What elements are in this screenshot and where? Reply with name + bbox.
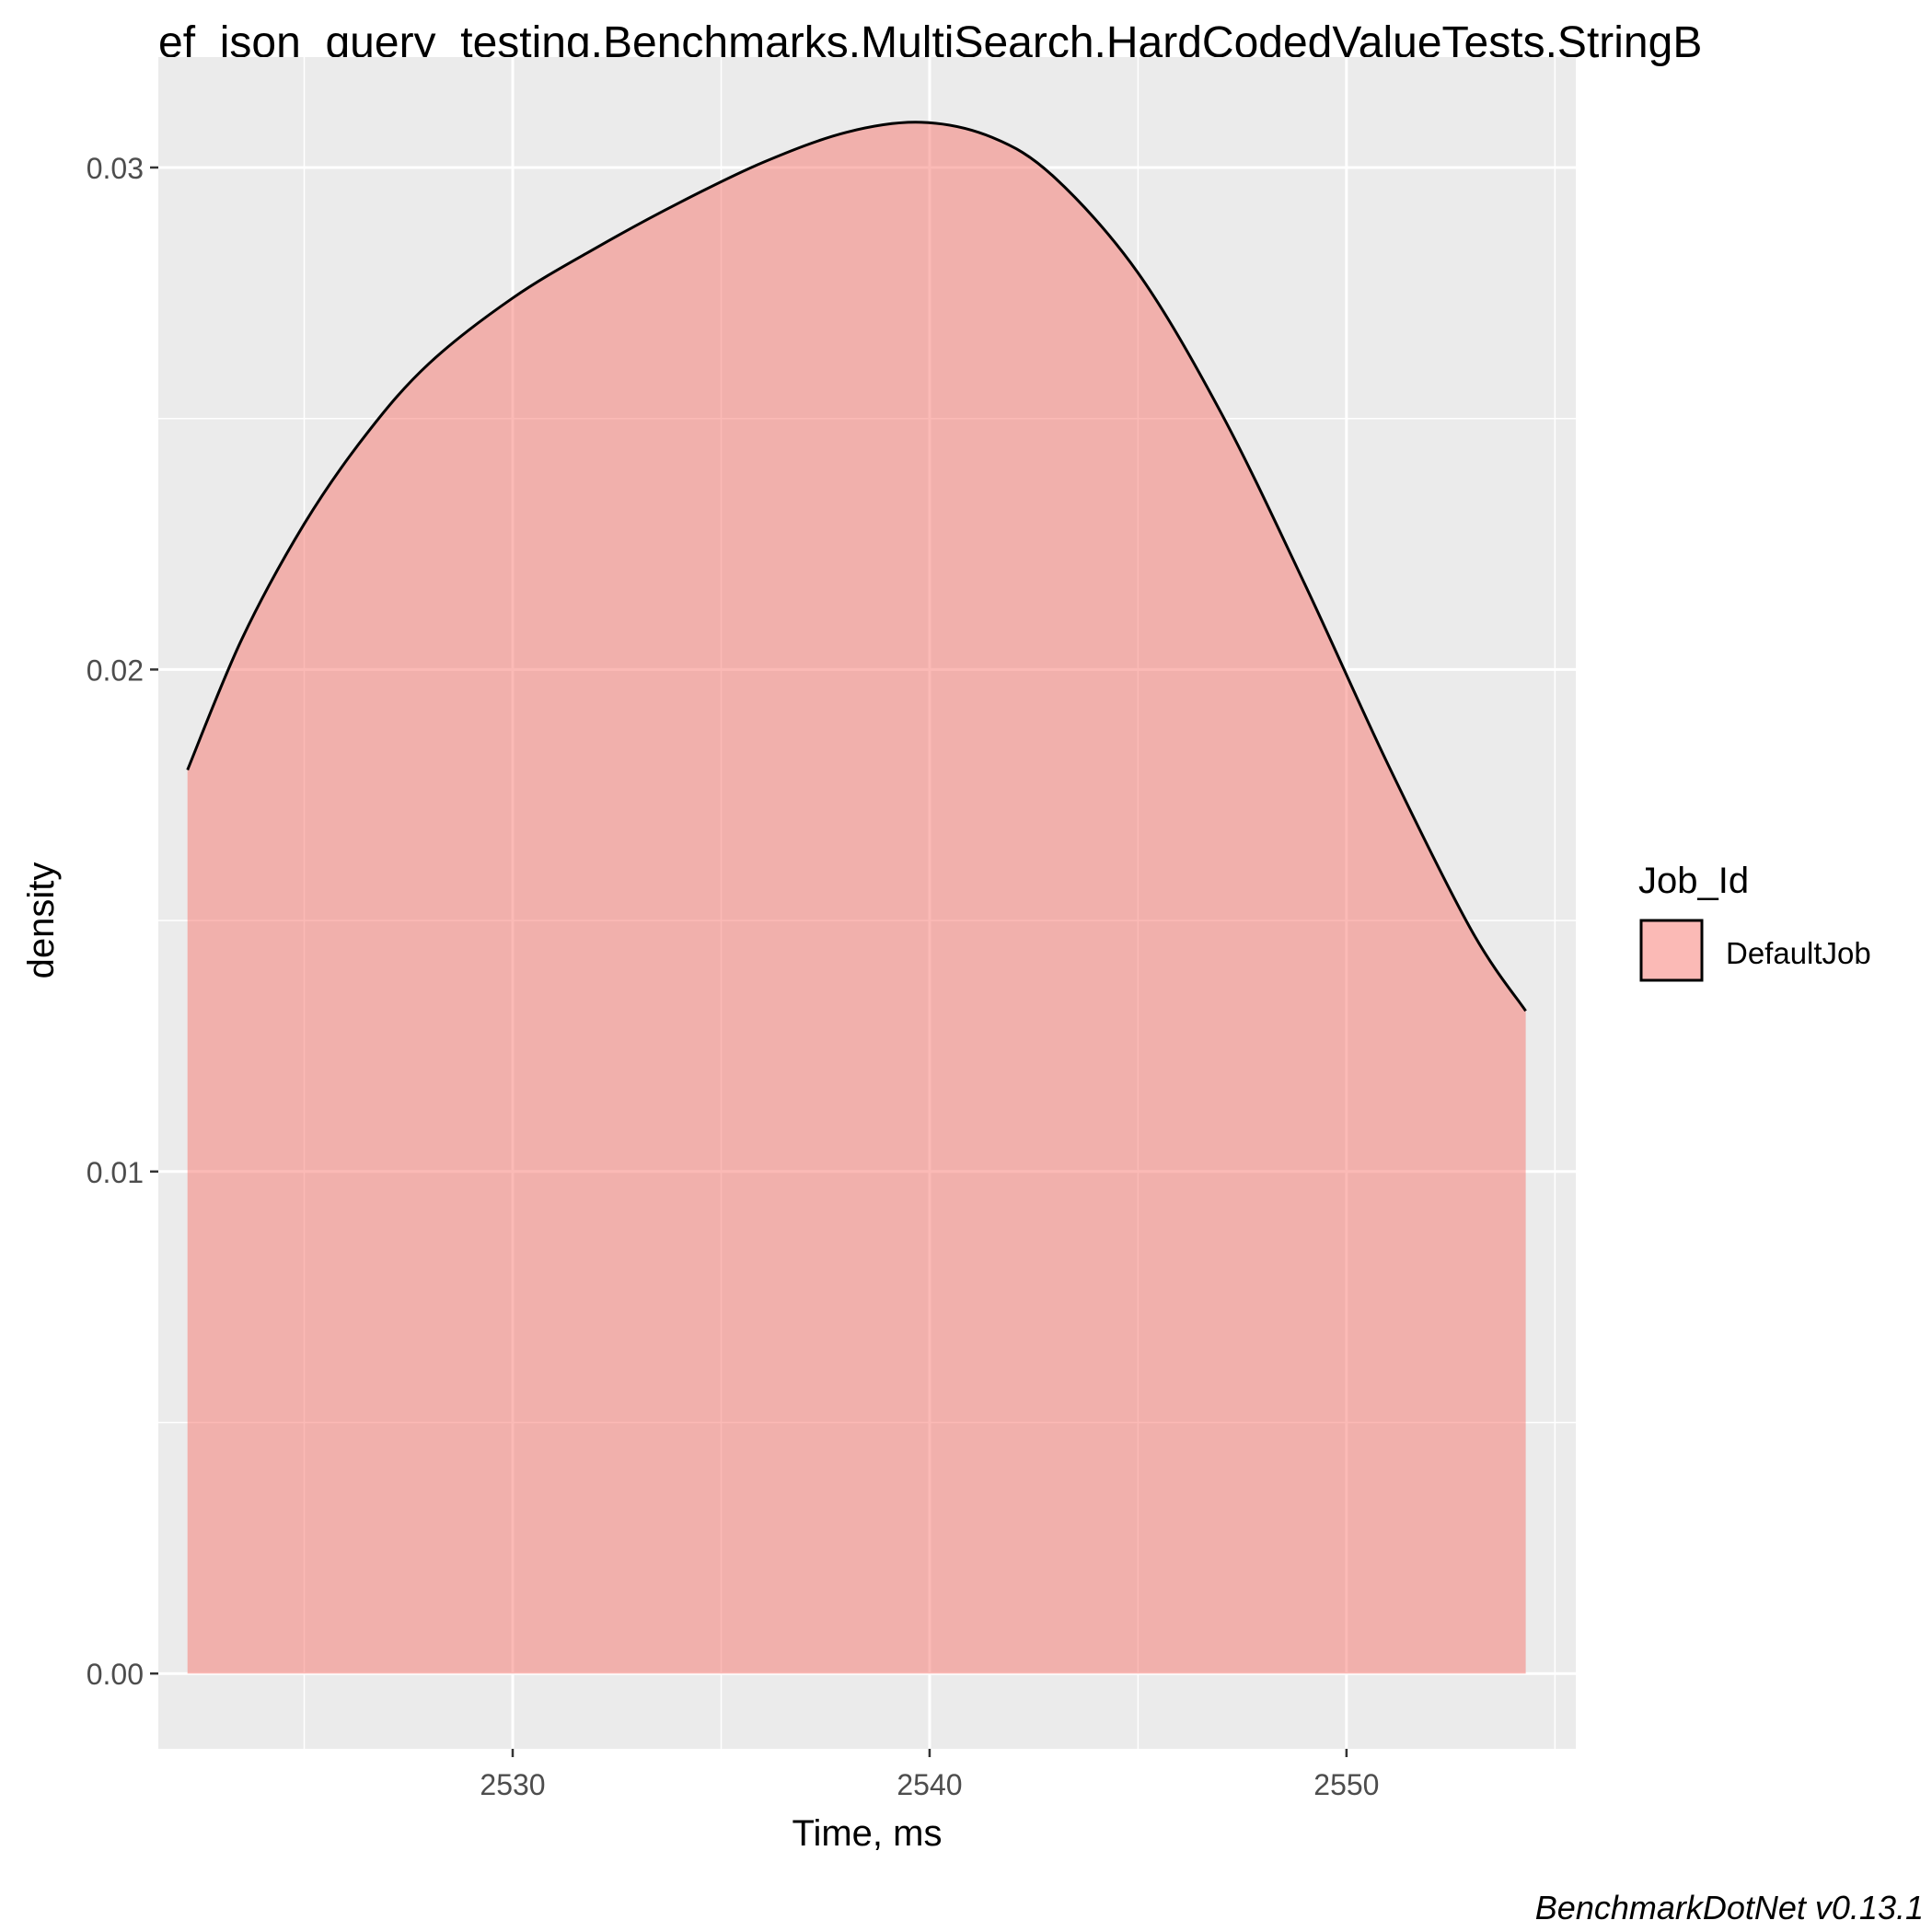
x-axis: 2530 2540 2550: [480, 1749, 1379, 1801]
y-axis: 0.00 0.01 0.02 0.03: [87, 152, 158, 1691]
y-tick-label: 0.03: [87, 152, 144, 185]
legend-label-defaultjob: DefaultJob: [1726, 936, 1871, 970]
y-tick-label: 0.00: [87, 1658, 144, 1691]
y-tick-label: 0.02: [87, 654, 144, 687]
y-axis-label: density: [21, 862, 62, 979]
footer-caption: BenchmarkDotNet v0.13.1: [1535, 1889, 1924, 1926]
legend-title: Job_Id: [1638, 861, 1749, 901]
x-tick-label: 2550: [1313, 1768, 1379, 1801]
y-tick-label: 0.01: [87, 1156, 144, 1189]
x-tick-label: 2530: [480, 1768, 545, 1801]
x-axis-label: Time, ms: [792, 1813, 943, 1854]
legend-key-defaultjob: [1639, 919, 1704, 982]
density-area-defaultjob: [187, 121, 1526, 1674]
x-tick-label: 2540: [897, 1768, 962, 1801]
legend: Job_Id DefaultJob: [1638, 861, 1871, 982]
density-outline-defaultjob: [186, 121, 1527, 1012]
